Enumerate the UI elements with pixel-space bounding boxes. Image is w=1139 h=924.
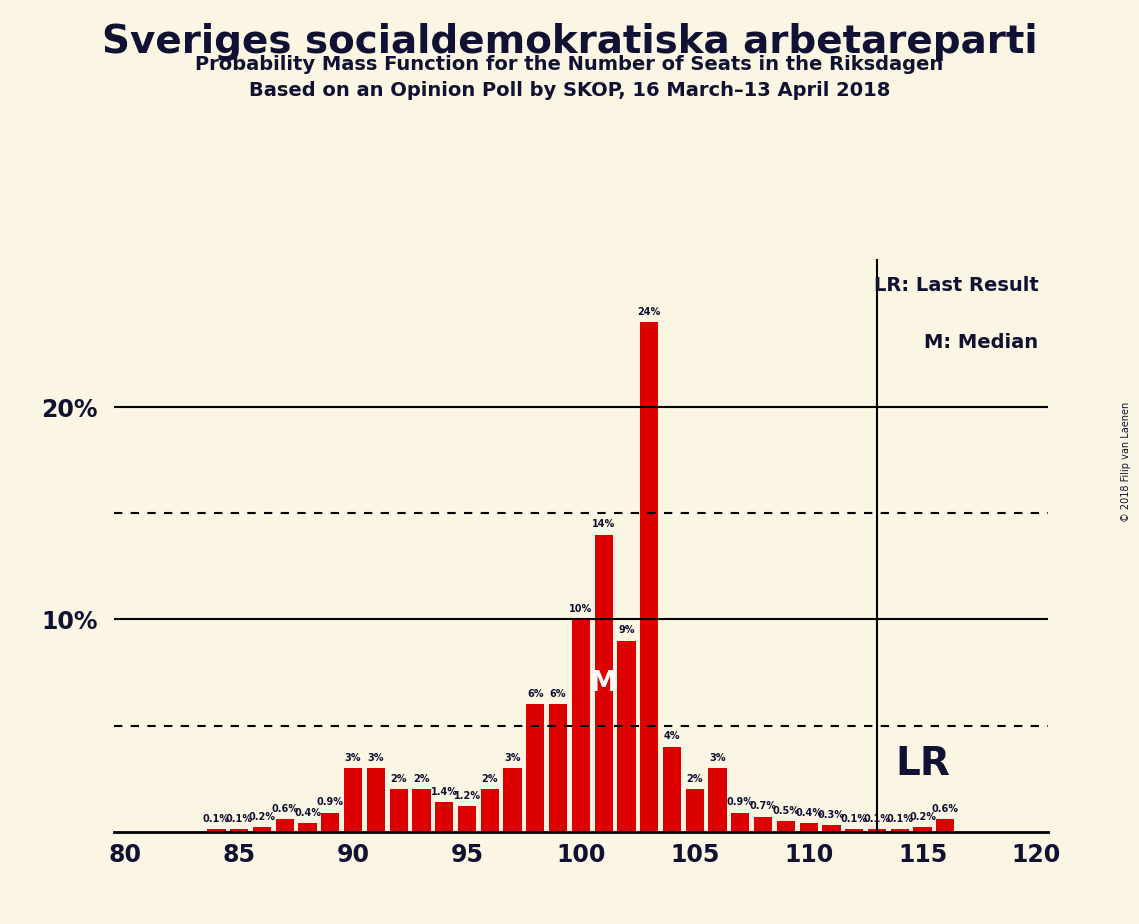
- Text: 0.9%: 0.9%: [317, 797, 344, 808]
- Text: 2%: 2%: [687, 774, 703, 784]
- Text: 0.1%: 0.1%: [841, 814, 868, 824]
- Text: LR: Last Result: LR: Last Result: [874, 276, 1039, 295]
- Bar: [822, 825, 841, 832]
- Bar: [458, 806, 476, 832]
- Bar: [253, 827, 271, 832]
- Bar: [435, 802, 453, 832]
- Bar: [207, 830, 226, 832]
- Text: 2%: 2%: [391, 774, 407, 784]
- Bar: [412, 789, 431, 832]
- Bar: [344, 768, 362, 832]
- Bar: [708, 768, 727, 832]
- Text: 2%: 2%: [482, 774, 498, 784]
- Text: 6%: 6%: [527, 689, 543, 699]
- Bar: [640, 322, 658, 832]
- Bar: [731, 812, 749, 832]
- Bar: [549, 704, 567, 832]
- Text: 0.1%: 0.1%: [226, 814, 253, 824]
- Bar: [572, 619, 590, 832]
- Text: 1.2%: 1.2%: [453, 791, 481, 801]
- Text: 3%: 3%: [368, 753, 384, 762]
- Text: 4%: 4%: [664, 732, 680, 741]
- Text: 3%: 3%: [505, 753, 521, 762]
- Bar: [868, 830, 886, 832]
- Bar: [230, 830, 248, 832]
- Text: 10%: 10%: [570, 604, 592, 614]
- Text: 0.1%: 0.1%: [863, 814, 891, 824]
- Text: 0.2%: 0.2%: [909, 812, 936, 822]
- Bar: [481, 789, 499, 832]
- Bar: [686, 789, 704, 832]
- Bar: [321, 812, 339, 832]
- Text: LR: LR: [895, 745, 950, 783]
- Bar: [800, 823, 818, 832]
- Text: 0.6%: 0.6%: [932, 804, 959, 813]
- Text: Based on an Opinion Poll by SKOP, 16 March–13 April 2018: Based on an Opinion Poll by SKOP, 16 Mar…: [248, 81, 891, 101]
- Bar: [754, 817, 772, 832]
- Text: Probability Mass Function for the Number of Seats in the Riksdagen: Probability Mass Function for the Number…: [196, 55, 943, 75]
- Bar: [298, 823, 317, 832]
- Bar: [617, 640, 636, 832]
- Text: 6%: 6%: [550, 689, 566, 699]
- Text: 0.3%: 0.3%: [818, 810, 845, 820]
- Text: M: Median: M: Median: [925, 334, 1039, 352]
- Bar: [913, 827, 932, 832]
- Bar: [526, 704, 544, 832]
- Text: 0.6%: 0.6%: [271, 804, 298, 813]
- Text: 3%: 3%: [345, 753, 361, 762]
- Text: Sveriges socialdemokratiska arbetareparti: Sveriges socialdemokratiska arbetarepart…: [101, 23, 1038, 61]
- Text: 0.4%: 0.4%: [294, 808, 321, 818]
- Text: 0.7%: 0.7%: [749, 801, 777, 811]
- Text: 3%: 3%: [710, 753, 726, 762]
- Bar: [845, 830, 863, 832]
- Text: © 2018 Filip van Laenen: © 2018 Filip van Laenen: [1121, 402, 1131, 522]
- Text: 0.4%: 0.4%: [795, 808, 822, 818]
- Text: 0.1%: 0.1%: [203, 814, 230, 824]
- Text: 0.1%: 0.1%: [886, 814, 913, 824]
- Text: 0.9%: 0.9%: [727, 797, 754, 808]
- Bar: [276, 819, 294, 832]
- Bar: [663, 747, 681, 832]
- Bar: [503, 768, 522, 832]
- Text: 2%: 2%: [413, 774, 429, 784]
- Bar: [777, 821, 795, 832]
- Bar: [891, 830, 909, 832]
- Bar: [595, 535, 613, 832]
- Text: M: M: [590, 669, 617, 697]
- Bar: [367, 768, 385, 832]
- Bar: [936, 819, 954, 832]
- Text: 24%: 24%: [638, 307, 661, 317]
- Text: 1.4%: 1.4%: [431, 786, 458, 796]
- Text: 14%: 14%: [592, 519, 615, 529]
- Text: 0.2%: 0.2%: [248, 812, 276, 822]
- Text: 9%: 9%: [618, 626, 634, 636]
- Bar: [390, 789, 408, 832]
- Text: 0.5%: 0.5%: [772, 806, 800, 816]
